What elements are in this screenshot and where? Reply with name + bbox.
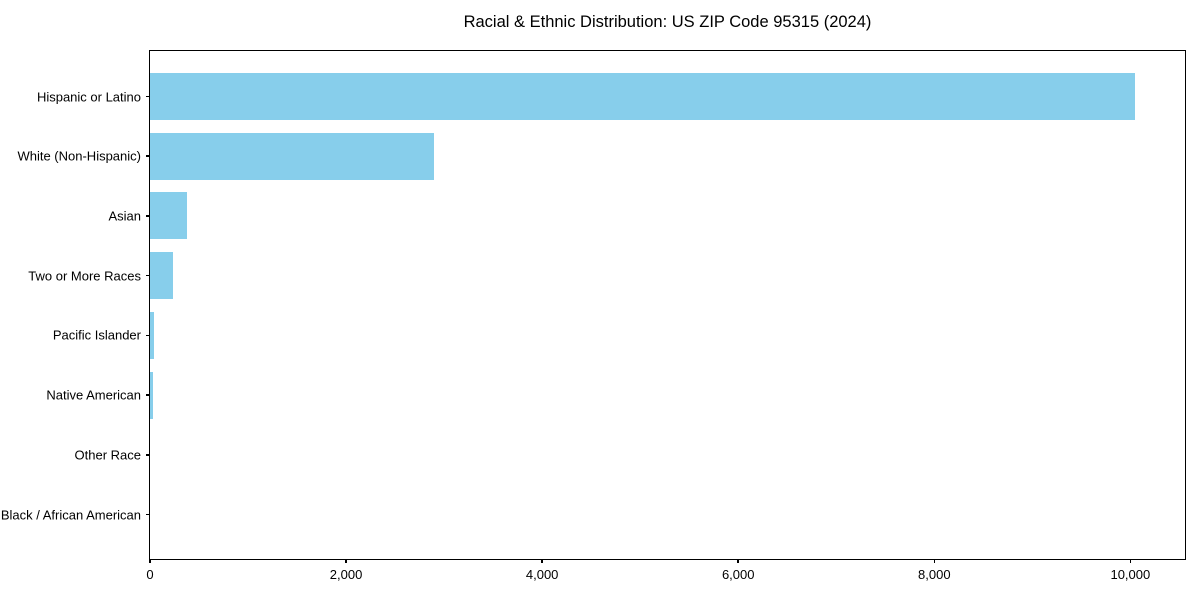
y-axis-label: Other Race <box>74 447 141 463</box>
x-axis-label: 0 <box>146 567 154 582</box>
y-axis-label: Black / African American <box>0 507 141 522</box>
bar-white-non-hispanic- <box>150 132 435 180</box>
y-axis-label: Asian <box>108 208 141 224</box>
x-axis-tick <box>149 559 151 563</box>
y-axis-tick <box>146 394 150 396</box>
bar-two-or-more-races <box>150 252 174 300</box>
x-axis-label: 4,000 <box>525 567 559 582</box>
y-axis-tick <box>146 274 150 277</box>
y-axis-tick <box>146 155 150 157</box>
x-axis-label: 6,000 <box>721 567 755 582</box>
bar-asian <box>150 192 188 240</box>
plot-area: Hispanic or Latino White (Non-Hispanic) As… <box>1 50 1186 582</box>
x-axis-label: 10,000 <box>1110 567 1151 582</box>
y-axis-label: Native American <box>46 387 141 403</box>
y-axis-tick <box>146 454 150 456</box>
y-axis-label: Hispanic or Latino <box>36 89 141 104</box>
x-axis-tick <box>541 559 543 563</box>
y-axis-label: Pacific Islander <box>52 327 141 343</box>
y-axis-tick <box>146 334 150 337</box>
y-axis-label: White (Non-Hispanic) <box>17 148 141 164</box>
x-axis-label: 8,000 <box>918 567 951 582</box>
y-axis-tick <box>146 215 150 217</box>
x-axis-tick <box>933 559 936 563</box>
bar-pacific-islander <box>150 311 155 359</box>
y-axis-label: Two or More Races <box>28 268 141 284</box>
bar-native-american <box>150 371 153 419</box>
x-axis-tick <box>1129 559 1132 563</box>
x-axis-tick <box>737 559 739 563</box>
x-axis-label: 2,000 <box>329 567 363 582</box>
y-axis-tick <box>146 513 150 516</box>
y-axis-tick <box>146 95 150 98</box>
chart-title: Racial & Ethnic Distribution: US ZIP Cod… <box>463 13 872 31</box>
bar-hispanic-or-latino <box>150 73 1136 120</box>
x-axis-tick <box>345 559 347 563</box>
